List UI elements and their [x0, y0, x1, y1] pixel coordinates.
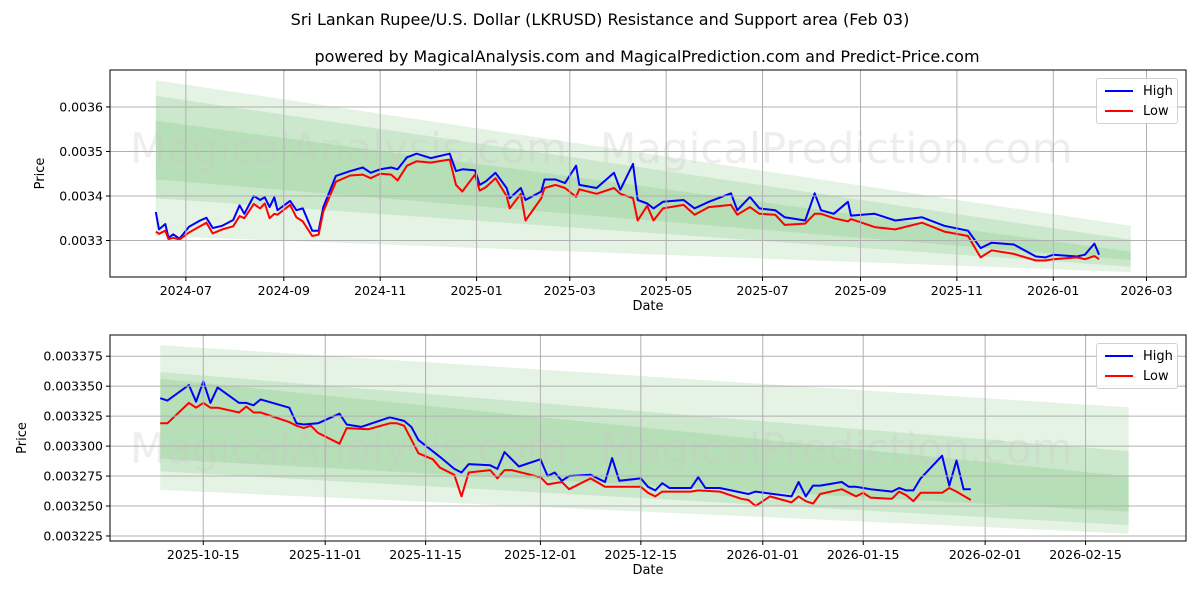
x-tick-label: 2025-09 — [834, 283, 886, 298]
plot-area: MagicalAnalysis.com MagicalPrediction.com — [130, 345, 1129, 534]
series-high-line — [159, 380, 971, 498]
watermark: MagicalPrediction.com — [600, 124, 1073, 173]
y-tick-label: 0.0033 — [59, 233, 103, 248]
axes-frame — [109, 334, 1187, 542]
y-axis-label: Price — [15, 422, 30, 454]
x-axis-label: Date — [632, 563, 663, 578]
watermark: MagicalPrediction.com — [600, 275, 1073, 324]
support-resistance-band-3 — [160, 378, 1129, 512]
legend-low-swatch — [1105, 110, 1133, 112]
y-tick-label: 0.0035 — [59, 144, 103, 159]
support-resistance-band-3 — [155, 120, 1131, 261]
y-tick-label: 0.003225 — [43, 528, 103, 543]
y-tick-label: 0.003350 — [43, 379, 103, 394]
y-tick-label: 0.003250 — [43, 499, 103, 514]
x-tick-label: 2025-01 — [450, 283, 502, 298]
top-chart: MagicalAnalysis.com MagicalPrediction.com… — [33, 69, 1187, 324]
x-axis-label: Date — [632, 299, 663, 314]
x-tick-label: 2025-12-01 — [504, 547, 577, 562]
legend-low-label: Low — [1143, 103, 1169, 119]
watermark: MagicalAnalysis.com — [130, 275, 567, 324]
chart-title: Sri Lankan Rupee/U.S. Dollar (LKRUSD) Re… — [290, 10, 910, 29]
x-tick-label: 2025-11 — [931, 283, 983, 298]
x-tick-label: 2025-12-15 — [604, 547, 677, 562]
x-tick-label: 2025-10-15 — [167, 547, 240, 562]
legend-high-swatch — [1105, 90, 1133, 92]
watermark: MagicalAnalysis.com — [130, 424, 567, 473]
legend-high-swatch — [1105, 355, 1133, 357]
y-tick-label: 0.003300 — [43, 439, 103, 454]
y-tick-label: 0.0036 — [59, 99, 103, 114]
bottom-chart: MagicalAnalysis.com MagicalPrediction.com… — [15, 334, 1187, 578]
top-legend: High Low — [1096, 78, 1178, 124]
y-tick-label: 0.003275 — [43, 469, 103, 484]
x-tick-label: 2026-01-01 — [726, 547, 799, 562]
x-tick-label: 2026-02-01 — [949, 547, 1022, 562]
axes-frame — [109, 69, 1187, 278]
plot-area: MagicalAnalysis.com MagicalPrediction.com… — [130, 80, 1131, 324]
x-tick-label: 2024-11 — [354, 283, 406, 298]
watermark: MagicalPrediction.com — [600, 424, 1073, 473]
support-resistance-band-1 — [155, 80, 1131, 273]
x-tick-label: 2024-09 — [258, 283, 310, 298]
x-tick-label: 2025-03 — [544, 283, 596, 298]
bottom-legend: High Low — [1096, 343, 1178, 389]
series-high-line — [154, 152, 1101, 259]
x-tick-label: 2026-01-15 — [827, 547, 900, 562]
y-axis-label: Price — [33, 158, 48, 190]
series-low-line — [155, 158, 1100, 262]
x-tick-label: 2025-07 — [736, 283, 788, 298]
x-tick-label: 2025-11-15 — [389, 547, 462, 562]
legend-high-label: High — [1143, 348, 1173, 364]
y-tick-label: 0.0034 — [59, 188, 103, 203]
series-low-line — [160, 401, 972, 507]
x-tick-label: 2026-01 — [1027, 283, 1079, 298]
x-tick-label: 2025-05 — [640, 283, 692, 298]
chart-subtitle: powered by MagicalAnalysis.com and Magic… — [314, 47, 980, 66]
x-tick-label: 2026-02-15 — [1049, 547, 1122, 562]
x-tick-label: 2026-03 — [1120, 283, 1172, 298]
support-resistance-band-2 — [160, 372, 1129, 526]
legend-high-label: High — [1143, 83, 1173, 99]
y-tick-label: 0.003325 — [43, 409, 103, 424]
y-tick-label: 0.003375 — [43, 349, 103, 364]
legend-low-label: Low — [1143, 368, 1169, 384]
x-tick-label: 2024-07 — [160, 283, 212, 298]
watermark: MagicalAnalysis.com — [130, 124, 567, 173]
support-resistance-band-1 — [160, 345, 1129, 534]
support-resistance-band-2 — [155, 95, 1131, 267]
legend-low-swatch — [1105, 375, 1133, 377]
x-tick-label: 2025-11-01 — [289, 547, 362, 562]
